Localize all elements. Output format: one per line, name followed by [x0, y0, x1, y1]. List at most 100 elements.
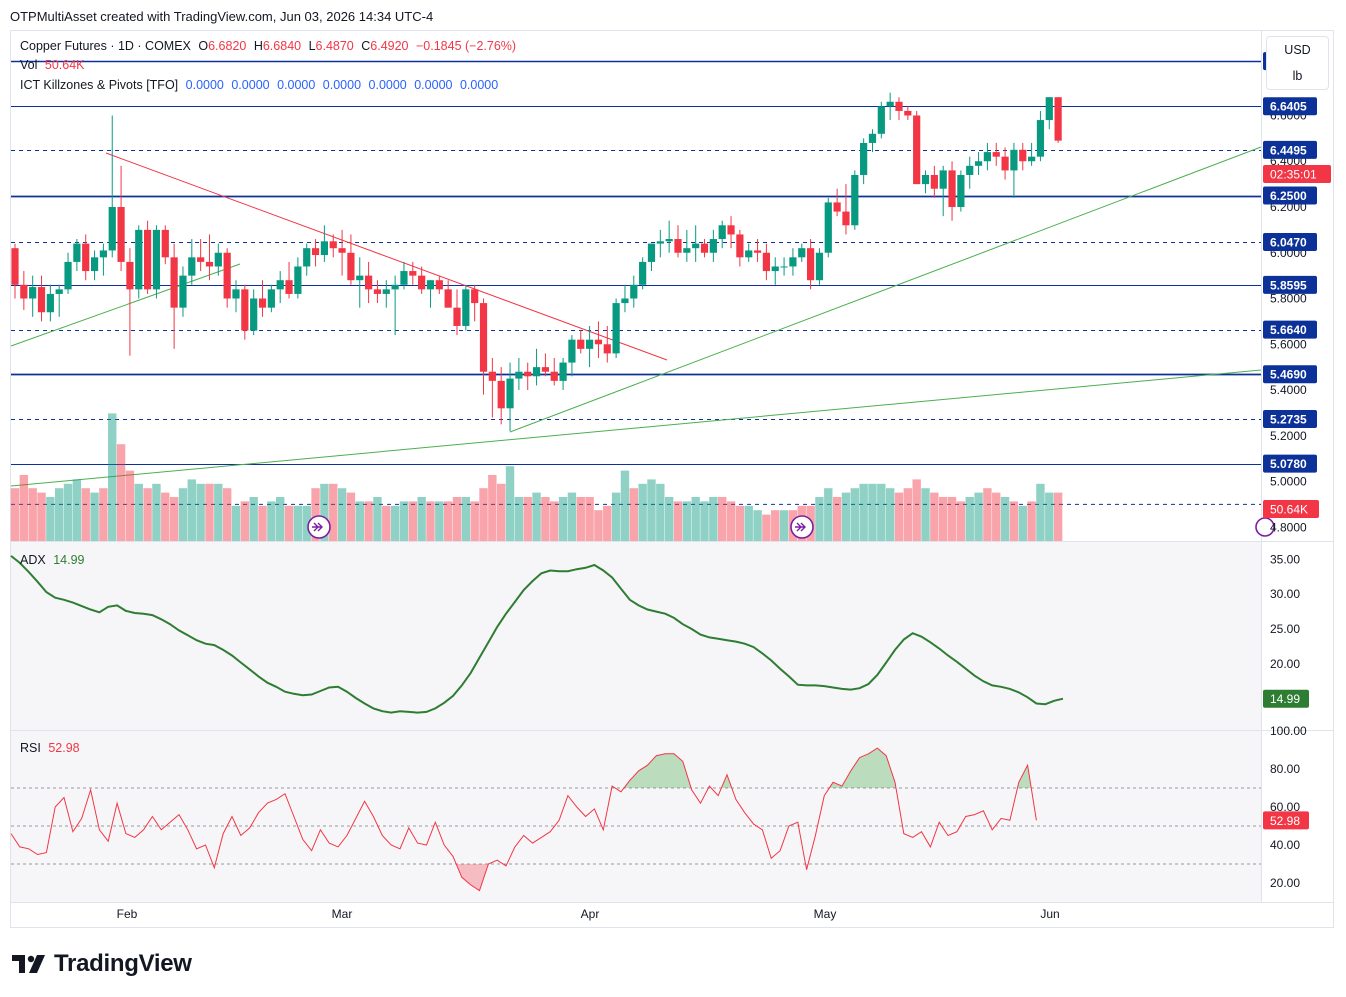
main-legend: Copper Futures · 1D · COMEX O6.6820 H6.6…	[20, 39, 516, 53]
candle-body	[771, 266, 779, 272]
volume-bar	[682, 501, 692, 541]
candle-body	[639, 261, 647, 285]
candle-body	[365, 275, 373, 290]
volume-bar	[965, 497, 974, 541]
level-price-tag	[1263, 409, 1317, 428]
volume-bar	[824, 488, 833, 541]
event-marker-icon[interactable]	[790, 515, 814, 539]
unit-label[interactable]: lb	[1292, 69, 1303, 83]
chart-header: OTPMultiAsset created with TradingView.c…	[10, 9, 434, 24]
close-label: C	[361, 39, 371, 53]
adx-label[interactable]: ADX	[20, 553, 46, 567]
volume-bar	[267, 501, 276, 541]
candle-body	[789, 257, 797, 267]
rsi-value: 52.98	[48, 741, 80, 755]
volume-bar	[240, 501, 250, 541]
tradingview-logo[interactable]: TradingView	[12, 950, 192, 978]
adx-tick-label: 20.00	[1270, 657, 1300, 671]
rsi-tick-label: 40.00	[1270, 838, 1300, 852]
adx-pane: 35.00 30.00 25.00 20.00 14.99	[10, 552, 1309, 714]
candle-body	[992, 152, 1000, 157]
price-tick-label: 5.4000	[1270, 383, 1307, 397]
event-markers	[307, 515, 1275, 539]
candle-body	[267, 289, 275, 308]
level-price-label: 5.4690	[1270, 368, 1307, 382]
volume-bar	[187, 479, 196, 541]
volume-bar	[488, 475, 497, 541]
candle-body	[197, 257, 205, 262]
volume-bar	[231, 505, 241, 541]
ict-label[interactable]: ICT Killzones & Pivots [TFO]	[20, 78, 179, 92]
volume-bar	[276, 497, 285, 541]
candle-body	[73, 243, 81, 262]
candle-body	[877, 106, 885, 134]
adx-tick-label: 25.00	[1270, 622, 1300, 636]
volume-bar	[28, 488, 37, 541]
volume-bar	[81, 488, 90, 541]
candle-body	[1054, 97, 1062, 141]
adx-line	[10, 555, 1064, 714]
candle-body	[214, 252, 222, 267]
volume-bar	[19, 475, 29, 541]
candle-body	[815, 252, 824, 281]
candle-body	[276, 280, 284, 290]
volume-bar	[196, 483, 205, 541]
volume-bar	[443, 501, 453, 541]
level-price-tag	[1263, 233, 1317, 252]
candle-body	[409, 271, 417, 276]
volume-bar	[452, 497, 462, 541]
volume-bar	[143, 488, 152, 541]
volume-bar	[461, 497, 471, 541]
rsi-zone-fill	[623, 753, 692, 788]
low-value: 6.4870	[315, 39, 354, 53]
volume-bar	[152, 483, 161, 541]
candle-body	[921, 174, 930, 185]
rsi-label[interactable]: RSI	[20, 741, 41, 755]
symbol-title[interactable]: Copper Futures · 1D · COMEX	[20, 39, 191, 53]
open-label: O	[198, 39, 209, 53]
time-tick-label: Feb	[117, 907, 138, 921]
volume-label[interactable]: Vol	[20, 58, 38, 72]
level-price-label: 6.0470	[1270, 236, 1307, 250]
candle-body	[824, 202, 832, 253]
candle-body	[205, 261, 214, 267]
trendline-up-short	[10, 263, 241, 347]
candle-body	[488, 371, 496, 381]
volume-bar	[726, 501, 736, 541]
ict-value: 0.0000	[322, 78, 362, 92]
volume-bar	[258, 505, 267, 541]
volume-bar	[762, 514, 771, 541]
candlesticks	[11, 92, 1062, 432]
candle-body	[400, 271, 408, 285]
volume-bar	[735, 505, 745, 541]
unit-selector[interactable]: USD lb	[1266, 36, 1329, 90]
rsi-zone-fill	[721, 774, 732, 788]
candle-body	[974, 161, 983, 166]
candle-body	[709, 239, 717, 253]
candle-body	[700, 243, 709, 253]
volume-bar	[390, 505, 400, 541]
high-label: H	[253, 39, 263, 53]
volume-bar	[585, 497, 594, 541]
trendlines	[10, 146, 1262, 487]
volume-bar	[921, 488, 930, 541]
ict-legend: ICT Killzones & Pivots [TFO] 0.0000 0.00…	[20, 78, 498, 92]
level-price-label: 5.2735	[1270, 412, 1307, 426]
volume-tag-label: 50.64K	[1270, 503, 1308, 517]
volume-bar	[956, 501, 966, 541]
level-price-label: 5.6640	[1270, 323, 1307, 337]
event-marker-icon[interactable]	[307, 515, 331, 539]
volume-bar	[320, 483, 329, 541]
candle-body	[144, 229, 152, 290]
volume-bar	[284, 505, 294, 541]
volume-bar	[161, 492, 170, 541]
candle-body	[753, 250, 762, 253]
candle-body	[674, 239, 682, 253]
level-price-tag	[1263, 320, 1317, 339]
candle-body	[311, 248, 320, 256]
currency-label[interactable]: USD	[1284, 43, 1311, 57]
candle-body	[135, 229, 143, 290]
candle-body	[418, 275, 426, 290]
candle-body	[373, 289, 382, 294]
